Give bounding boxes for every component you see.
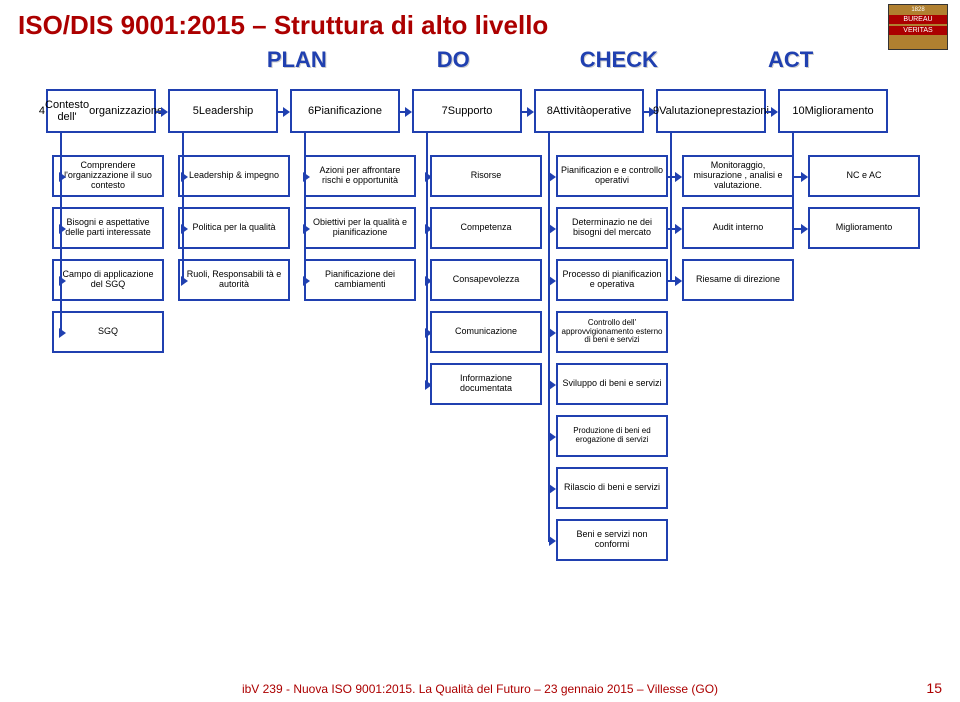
low-3-col-4: Beni e servizi non conformi (556, 519, 668, 561)
mid-0-col-4: Pianificazion e e controllo operativi (556, 155, 668, 197)
phase-do: DO (437, 47, 470, 73)
phase-act: ACT (768, 47, 813, 73)
mid-3-col-0: SGQ (52, 311, 164, 353)
mid-1-col-5: Audit interno (682, 207, 794, 249)
top-box-3: 7Supporto (412, 89, 522, 133)
bureau-veritas-logo: 1828 BUREAU VERITAS (888, 4, 948, 50)
mid-2-col-2: Pianificazione dei cambiamenti (304, 259, 416, 301)
phase-plan: PLAN (267, 47, 327, 73)
mid-0-col-5: Monitoraggio, misurazione , analisi e va… (682, 155, 794, 197)
low-1-col-4: Produzione di beni ed erogazione di serv… (556, 415, 668, 457)
low-0-col-3: Informazione documentata (430, 363, 542, 405)
mid-1-col-2: Obiettivi per la qualità e pianificazion… (304, 207, 416, 249)
mid-2-col-4: Processo di pianificazion e operativa (556, 259, 668, 301)
logo-top-text: BUREAU (889, 15, 947, 24)
mid-1-col-1: Politica per la qualità (178, 207, 290, 249)
low-0-col-4: Sviluppo di beni e servizi (556, 363, 668, 405)
page-number: 15 (926, 680, 942, 696)
mid-2-col-3: Consapevolezza (430, 259, 542, 301)
mid-0-col-6: NC e AC (808, 155, 920, 197)
mid-0-col-0: Comprendere l'organizzazione il suo cont… (52, 155, 164, 197)
top-box-4: 8Attivitàoperative (534, 89, 644, 133)
mid-0-col-2: Azioni per affrontare rischi e opportuni… (304, 155, 416, 197)
mid-1-col-4: Determinazio ne dei bisogni del mercato (556, 207, 668, 249)
top-box-0: 4Contesto dell'organizzazione (46, 89, 156, 133)
phase-check: CHECK (580, 47, 658, 73)
top-box-2: 6Pianificazione (290, 89, 400, 133)
mid-0-col-3: Risorse (430, 155, 542, 197)
mid-1-col-6: Miglioramento (808, 207, 920, 249)
mid-3-col-3: Comunicazione (430, 311, 542, 353)
mid-2-col-0: Campo di applicazione del SGQ (52, 259, 164, 301)
pdca-phases: PLAN DO CHECK ACT (18, 47, 942, 73)
footer-text: ibV 239 - Nuova ISO 9001:2015. La Qualit… (0, 682, 960, 696)
mid-3-col-4: Controllo dell' approvvigionamento ester… (556, 311, 668, 353)
top-box-6: 10Miglioramento (778, 89, 888, 133)
logo-bottom-text: VERITAS (889, 26, 947, 35)
mid-1-col-0: Bisogni e aspettative delle parti intere… (52, 207, 164, 249)
low-2-col-4: Rilascio di beni e servizi (556, 467, 668, 509)
top-box-1: 5Leadership (168, 89, 278, 133)
mid-0-col-1: Leadership & impegno (178, 155, 290, 197)
top-box-5: 9Valutazioneprestazioni (656, 89, 766, 133)
mid-2-col-5: Riesame di direzione (682, 259, 794, 301)
page-title: ISO/DIS 9001:2015 – Struttura di alto li… (18, 10, 942, 41)
mid-1-col-3: Competenza (430, 207, 542, 249)
mid-2-col-1: Ruoli, Responsabili tà e autorità (178, 259, 290, 301)
flowchart: 4Contesto dell'organizzazione 5Leadership… (18, 81, 938, 661)
